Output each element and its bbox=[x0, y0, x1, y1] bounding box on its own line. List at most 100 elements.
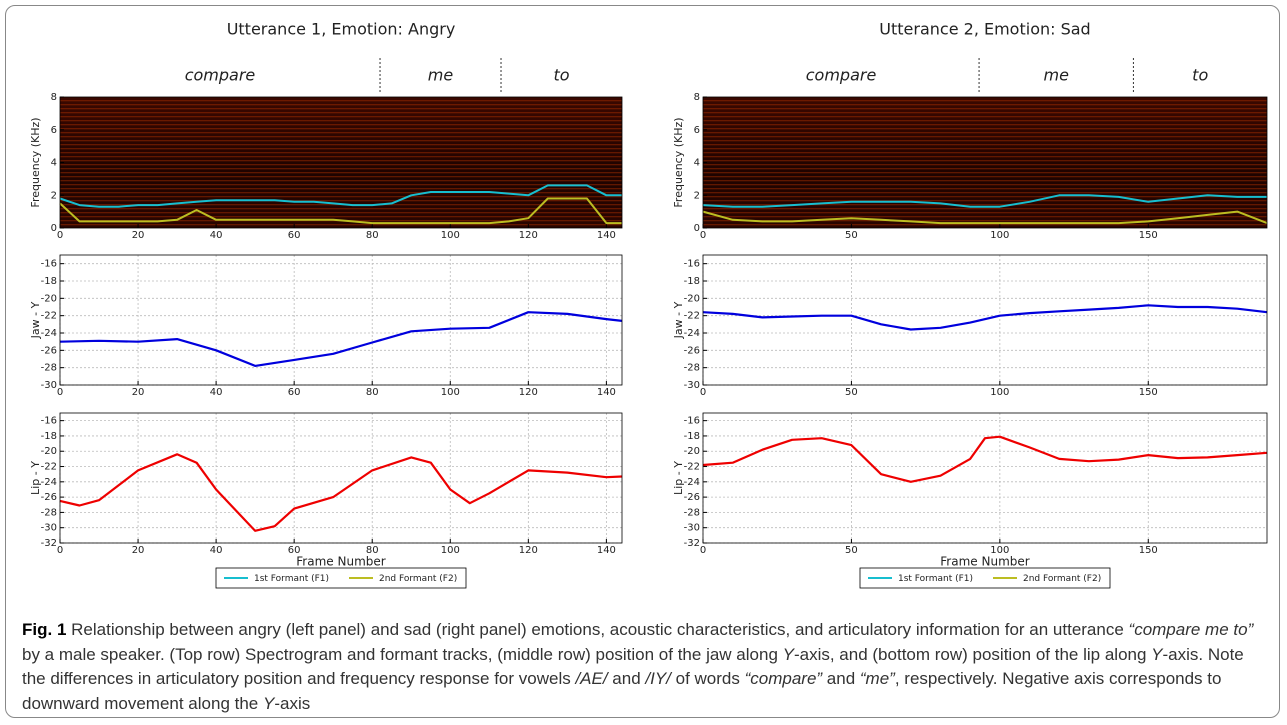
x-tick-label: 50 bbox=[845, 230, 858, 241]
y-tick-label: 8 bbox=[51, 92, 57, 103]
axes-frame bbox=[702, 254, 1268, 386]
x-tick-label: 120 bbox=[519, 545, 538, 556]
word-label: to bbox=[1192, 66, 1208, 85]
x-tick-label: 20 bbox=[132, 387, 145, 398]
y-tick-label: -28 bbox=[684, 507, 700, 518]
word-label: compare bbox=[185, 66, 256, 85]
caption-text: -axis, and (bottom row) position of the … bbox=[793, 644, 1152, 664]
y-axis-label: Jaw - Y bbox=[672, 301, 685, 339]
y-tick-label: -30 bbox=[684, 380, 700, 391]
spectrogram-harmonics bbox=[60, 97, 622, 228]
caption-text: , respectively. Negative axis correspond… bbox=[22, 669, 1222, 713]
x-tick-label: 100 bbox=[441, 387, 460, 398]
axes-frame bbox=[59, 412, 623, 544]
word-label: to bbox=[553, 66, 569, 85]
x-tick-label: 40 bbox=[210, 545, 223, 556]
y-tick-label: -20 bbox=[684, 293, 700, 304]
y-tick-label: -26 bbox=[684, 345, 700, 356]
y-tick-label: -28 bbox=[41, 363, 57, 374]
series-line bbox=[702, 435, 1268, 483]
y-axis-label: Jaw - Y bbox=[29, 301, 42, 339]
y-tick-label: -24 bbox=[684, 328, 700, 339]
series-line bbox=[59, 184, 622, 208]
caption: Fig. 1 Relationship between angry (left … bbox=[22, 618, 1267, 716]
x-tick-label: 50 bbox=[845, 545, 858, 556]
y-tick-label: -24 bbox=[41, 328, 57, 339]
x-tick-label: 0 bbox=[57, 545, 63, 556]
caption-label: Fig. 1 bbox=[22, 620, 67, 639]
y-tick-label: -16 bbox=[41, 416, 57, 427]
axes-frame bbox=[702, 412, 1268, 544]
y-tick-label: -18 bbox=[684, 276, 700, 287]
y-tick-label: -26 bbox=[684, 492, 700, 503]
x-tick-label: 0 bbox=[700, 387, 706, 398]
y-tick-label: -18 bbox=[41, 431, 57, 442]
series-line bbox=[59, 197, 622, 225]
caption-text: Y bbox=[1151, 644, 1163, 664]
legend-label: 1st Formant (F1) bbox=[898, 574, 973, 584]
caption-text: -axis bbox=[274, 693, 311, 713]
caption-text: -axis. Note the differences in articulat… bbox=[22, 644, 1244, 689]
series-line bbox=[59, 311, 623, 367]
panel-title: Utterance 1, Emotion: Angry bbox=[227, 20, 456, 39]
y-axis-label: Lip - Y bbox=[29, 461, 42, 495]
x-tick-label: 0 bbox=[57, 230, 63, 241]
x-tick-label: 150 bbox=[1139, 387, 1158, 398]
x-tick-label: 40 bbox=[210, 387, 223, 398]
axes-frame bbox=[59, 254, 623, 386]
y-tick-label: -16 bbox=[684, 259, 700, 270]
axes-frame bbox=[702, 96, 1268, 229]
y-tick-label: -18 bbox=[41, 276, 57, 287]
legend-label: 2nd Formant (F2) bbox=[379, 574, 457, 584]
x-tick-label: 100 bbox=[990, 545, 1009, 556]
x-tick-label: 0 bbox=[700, 545, 706, 556]
legend-label: 1st Formant (F1) bbox=[254, 574, 329, 584]
y-tick-label: -22 bbox=[684, 462, 700, 473]
y-tick-label: 6 bbox=[51, 125, 57, 136]
figure-frame bbox=[5, 5, 1280, 718]
x-axis-label: Frame Number bbox=[940, 555, 1029, 569]
y-tick-label: -28 bbox=[684, 363, 700, 374]
y-tick-label: -24 bbox=[684, 477, 700, 488]
y-tick-label: 0 bbox=[694, 223, 700, 234]
y-tick-label: -30 bbox=[684, 523, 700, 534]
series-line bbox=[702, 304, 1268, 331]
y-tick-label: -16 bbox=[684, 416, 700, 427]
x-tick-label: 140 bbox=[597, 545, 616, 556]
caption-text: “me” bbox=[859, 669, 895, 688]
y-tick-label: -20 bbox=[41, 446, 57, 457]
caption-text: and bbox=[822, 669, 860, 688]
x-tick-label: 50 bbox=[845, 387, 858, 398]
caption-text: /IY/ bbox=[645, 669, 671, 688]
x-tick-label: 150 bbox=[1139, 230, 1158, 241]
caption-text: by a male speaker. (Top row) Spectrogram… bbox=[22, 644, 783, 664]
x-tick-label: 120 bbox=[519, 387, 538, 398]
y-axis-label: Frequency (KHz) bbox=[672, 117, 685, 207]
y-tick-label: -24 bbox=[41, 477, 57, 488]
caption-text: Relationship between angry (left panel) … bbox=[66, 620, 1129, 639]
x-tick-label: 80 bbox=[366, 545, 379, 556]
x-axis-label: Frame Number bbox=[296, 555, 385, 569]
series-line bbox=[702, 194, 1267, 208]
x-tick-label: 60 bbox=[288, 545, 301, 556]
x-tick-label: 100 bbox=[990, 230, 1009, 241]
y-tick-label: -32 bbox=[41, 538, 57, 549]
y-tick-label: -22 bbox=[41, 311, 57, 322]
x-tick-label: 100 bbox=[441, 545, 460, 556]
legend-box bbox=[215, 567, 467, 589]
series-line bbox=[702, 210, 1268, 225]
panel-title: Utterance 2, Emotion: Sad bbox=[879, 20, 1090, 39]
x-tick-label: 20 bbox=[132, 230, 145, 241]
plot-area bbox=[60, 255, 622, 385]
x-tick-label: 0 bbox=[700, 230, 706, 241]
y-tick-label: -22 bbox=[41, 462, 57, 473]
y-tick-label: -22 bbox=[684, 311, 700, 322]
x-tick-label: 80 bbox=[366, 387, 379, 398]
x-tick-label: 60 bbox=[288, 230, 301, 241]
x-tick-label: 100 bbox=[441, 230, 460, 241]
caption-text: and bbox=[607, 669, 646, 688]
word-label: compare bbox=[806, 66, 877, 85]
y-tick-label: 4 bbox=[51, 158, 57, 169]
caption-text: “compare” bbox=[744, 669, 823, 688]
y-tick-label: 6 bbox=[694, 125, 700, 136]
